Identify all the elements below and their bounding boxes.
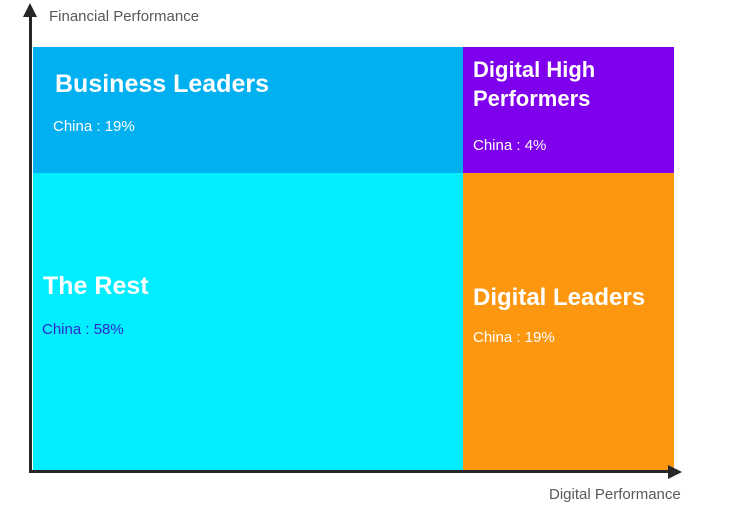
quadrant-title: The Rest — [43, 272, 149, 300]
quadrant-title: Digital Leaders — [473, 284, 646, 311]
quadrant-value: China : 19% — [473, 329, 555, 346]
quadrant-title: Digital High Performers — [473, 57, 596, 111]
quadrant-grid: Business Leaders China : 19% Digital Hig… — [33, 47, 674, 472]
x-axis-label: Digital Performance — [549, 486, 681, 503]
quadrant-value: China : 4% — [473, 137, 547, 154]
x-axis-arrowhead-icon — [668, 464, 682, 479]
quadrant-business-leaders: Business Leaders China : 19% — [33, 47, 463, 173]
quadrant-value: China : 58% — [42, 321, 124, 338]
quadrant-value: China : 19% — [53, 118, 135, 135]
y-axis-label: Financial Performance — [49, 8, 200, 25]
x-axis-line — [29, 470, 671, 473]
y-axis-arrowhead-icon — [23, 3, 37, 17]
quadrant-the-rest: The Rest China : 58% — [33, 173, 463, 472]
y-axis-line — [29, 14, 32, 473]
quadrant-digital-high-performers: Digital High Performers China : 4% — [463, 47, 674, 173]
quadrant-title: Business Leaders — [55, 70, 269, 98]
quadrant-digital-leaders: Digital Leaders China : 19% — [463, 173, 674, 472]
